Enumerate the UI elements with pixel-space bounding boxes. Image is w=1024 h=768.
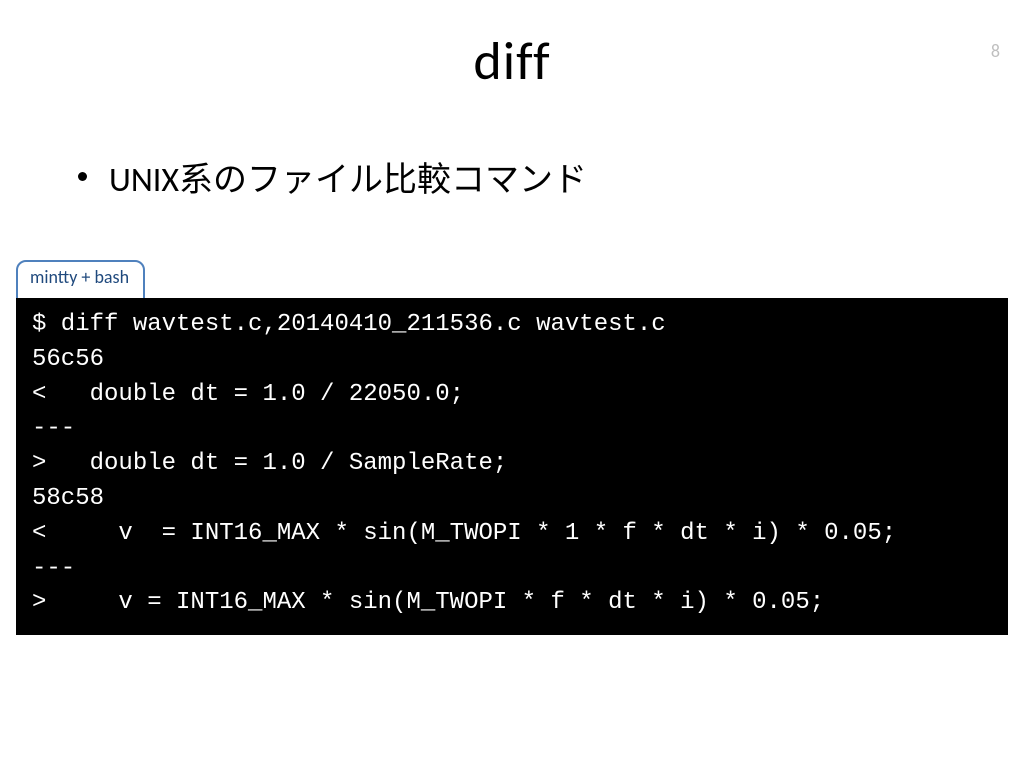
bullet-dot-icon [78,172,87,181]
bullet-item: UNIX系のファイル比較コマンド [78,152,1024,201]
terminal-output: $ diff wavtest.c,20140410_211536.c wavte… [16,298,1008,635]
page-number: 8 [991,40,1000,62]
bullet-text: UNIX系のファイル比較コマンド [109,152,587,201]
slide-title: diff [0,28,1024,94]
